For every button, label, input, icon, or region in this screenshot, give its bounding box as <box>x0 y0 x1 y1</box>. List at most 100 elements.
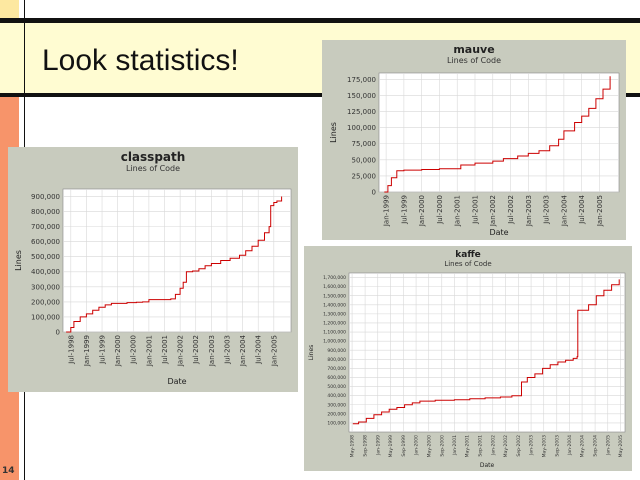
x-tick-label: Sep-1999 <box>401 435 407 457</box>
y-tick-label: 50,000 <box>352 156 377 164</box>
y-tick-label: 1,400,000 <box>323 302 346 308</box>
x-tick-label: Jul-2000 <box>436 195 444 225</box>
x-tick-label: Jan-2005 <box>596 195 604 227</box>
x-tick-label: May-2005 <box>618 435 624 457</box>
series-line <box>352 279 620 425</box>
x-tick-label: Jan-2004 <box>239 334 247 367</box>
x-tick-label: Jan-2000 <box>114 335 122 367</box>
y-tick-label: 1,200,000 <box>323 321 346 327</box>
page-number: 14 <box>2 466 15 476</box>
x-axis-label: Date <box>480 462 495 469</box>
x-tick-label: Jan-2003 <box>529 435 535 456</box>
x-tick-label: Sep-2004 <box>593 435 599 457</box>
x-tick-label: Jan-2002 <box>489 195 497 227</box>
x-tick-label: Sep-1998 <box>363 435 369 457</box>
mauve-chart-panel: mauve Lines of Code 0 25,000 50,000 75,000 100… <box>322 40 626 240</box>
y-tick-label: 700,000 <box>327 366 346 372</box>
x-tick-label: Jul-2002 <box>507 195 515 225</box>
x-tick-label: Jul-2000 <box>130 335 138 365</box>
top-rule <box>0 18 640 23</box>
y-tick-label: 300,000 <box>327 402 346 408</box>
y-tick-label: 200,000 <box>31 298 60 306</box>
x-axis-label: Date <box>167 377 186 386</box>
x-tick-label: Sep-2000 <box>439 435 445 457</box>
y-tick-label: 0 <box>372 188 376 196</box>
plot-area <box>378 72 620 193</box>
slide-title: Look statistics! <box>42 44 239 77</box>
x-tick-label: Jul-2004 <box>578 194 586 224</box>
y-tick-label: 400,000 <box>327 393 346 399</box>
y-tick-label: 500,000 <box>31 253 60 261</box>
x-tick-label: Sep-2003 <box>554 435 560 457</box>
y-axis-label: Lines <box>14 250 23 271</box>
chart-title: classpath <box>121 150 186 164</box>
x-tick-label: Jan-2002 <box>490 435 496 456</box>
y-tick-label: 800,000 <box>327 357 346 363</box>
y-tick-label: 175,000 <box>347 76 376 84</box>
x-tick-label: Jan-2004 <box>560 194 568 227</box>
y-tick-label: 1,700,000 <box>323 275 346 281</box>
x-tick-label: Jan-2001 <box>454 195 462 227</box>
x-tick-label: Jul-2004 <box>255 334 263 364</box>
y-axis-label: Lines <box>329 122 338 143</box>
x-tick-label: Sep-2001 <box>478 435 484 457</box>
y-tick-label: 1,500,000 <box>323 293 346 299</box>
x-tick-label: Sep-2002 <box>516 435 522 457</box>
chart-subtitle: Lines of Code <box>126 164 180 173</box>
y-tick-label: 100,000 <box>347 124 376 132</box>
y-tick-label: 200,000 <box>327 411 346 417</box>
x-tick-label: Jan-2001 <box>452 435 458 456</box>
x-tick-label: Jul-1999 <box>98 335 106 365</box>
classpath-chart-panel: classpath Lines of Code 0 100,000 200,000 300… <box>8 147 298 392</box>
x-tick-label: Jul-1998 <box>67 335 75 365</box>
x-tick-label: May-2002 <box>503 435 509 457</box>
chart-title: mauve <box>453 43 494 56</box>
y-tick-label: 400,000 <box>31 268 60 276</box>
chart-subtitle: Lines of Code <box>444 260 491 268</box>
x-tick-label: Jan-2004 <box>567 435 573 456</box>
y-tick-label: 125,000 <box>347 108 376 116</box>
y-axis-label: Lines <box>308 345 315 361</box>
y-tick-label: 100,000 <box>31 313 60 321</box>
x-axis-label: Date <box>489 228 508 237</box>
x-tick-label: Jan-2005 <box>270 335 278 367</box>
x-tick-label: Jan-2003 <box>525 195 533 227</box>
x-tick-label: Jan-1999 <box>375 435 381 456</box>
x-tick-label: Jan-1999 <box>383 195 391 227</box>
y-tick-label: 600,000 <box>327 375 346 381</box>
x-tick-label: Jul-2001 <box>471 195 479 225</box>
x-tick-label: May-2003 <box>541 435 547 457</box>
x-tick-label: Jul-2003 <box>223 335 231 365</box>
x-tick-label: Jan-1999 <box>83 335 91 367</box>
y-tick-label: 100,000 <box>327 420 346 426</box>
y-tick-label: 900,000 <box>327 348 346 354</box>
x-tick-label: Jul-1999 <box>400 195 408 225</box>
y-tick-label: 1,600,000 <box>323 284 346 290</box>
title-rule <box>0 93 640 97</box>
x-tick-label: Jul-2001 <box>161 335 169 365</box>
y-tick-label: 700,000 <box>31 223 60 231</box>
chart-title: kaffe <box>455 250 480 260</box>
x-tick-label: May-1998 <box>350 435 356 457</box>
x-tick-label: Jan-2002 <box>177 335 185 367</box>
y-tick-label: 900,000 <box>31 193 60 201</box>
chart-subtitle: Lines of Code <box>447 56 501 65</box>
x-tick-label: Jan-2000 <box>414 435 420 456</box>
x-tick-label: May-2000 <box>426 435 432 457</box>
x-tick-label: May-2001 <box>465 435 471 457</box>
x-tick-label: Jan-2001 <box>145 335 153 367</box>
y-tick-label: 500,000 <box>327 384 346 390</box>
y-tick-label: 0 <box>56 328 60 336</box>
y-tick-label: 800,000 <box>31 208 60 216</box>
y-tick-label: 150,000 <box>347 92 376 100</box>
x-tick-label: May-2004 <box>580 435 586 457</box>
y-tick-label: 600,000 <box>31 238 60 246</box>
y-tick-label: 25,000 <box>352 172 377 180</box>
y-tick-label: 1,100,000 <box>323 330 346 336</box>
x-tick-label: Jan-2000 <box>418 195 426 227</box>
y-tick-label: 1,300,000 <box>323 311 346 317</box>
y-tick-label: 1,000,000 <box>323 339 346 345</box>
